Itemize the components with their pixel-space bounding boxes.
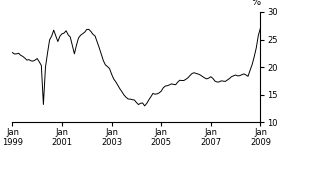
Text: %: % [251, 0, 260, 7]
